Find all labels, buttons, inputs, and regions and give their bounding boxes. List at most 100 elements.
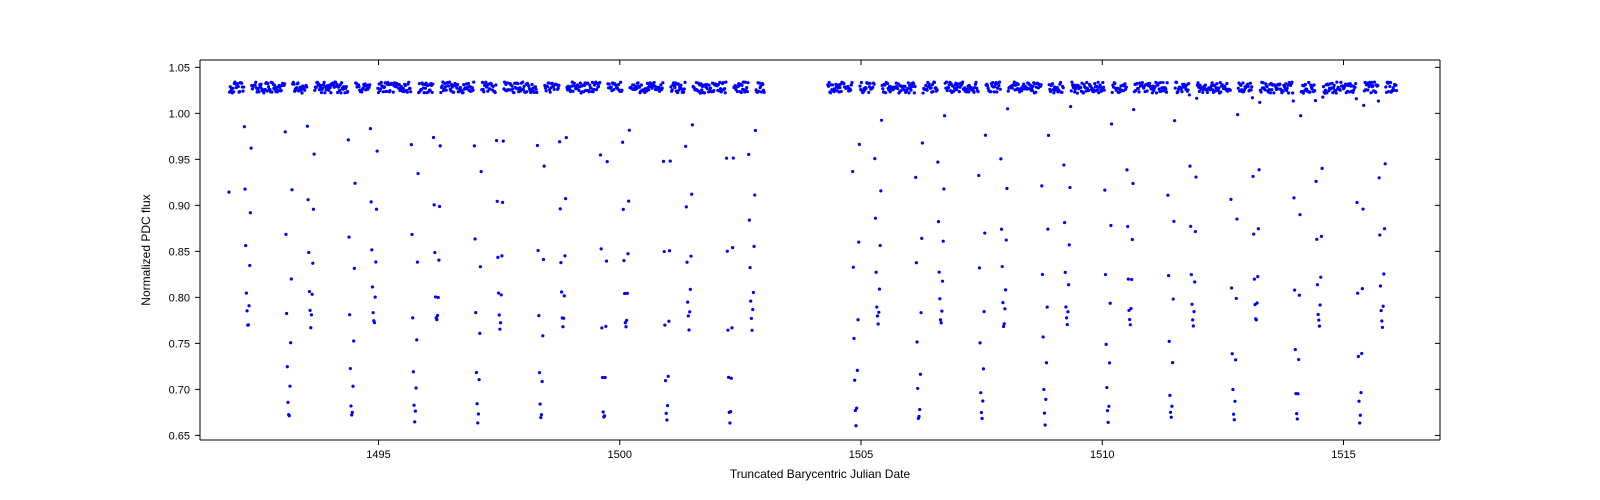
data-point xyxy=(915,261,918,264)
data-point xyxy=(608,83,611,86)
data-point xyxy=(1068,243,1071,246)
data-point xyxy=(1168,394,1171,397)
data-point xyxy=(1052,91,1055,94)
data-point xyxy=(622,208,625,211)
data-point xyxy=(1298,294,1301,297)
data-point xyxy=(1125,168,1128,171)
data-point xyxy=(376,150,379,153)
data-point xyxy=(347,138,350,141)
data-point xyxy=(284,233,287,236)
data-point xyxy=(1190,273,1193,276)
data-point xyxy=(437,259,440,262)
data-point xyxy=(1395,89,1398,92)
data-point xyxy=(850,81,853,84)
data-point xyxy=(402,87,405,90)
data-point xyxy=(938,297,941,300)
data-point xyxy=(1042,335,1045,338)
data-point xyxy=(936,88,939,91)
data-point xyxy=(1001,265,1004,268)
data-point xyxy=(525,90,528,93)
data-point xyxy=(1297,358,1300,361)
data-point xyxy=(685,205,688,208)
data-point xyxy=(1225,82,1228,85)
data-point xyxy=(370,200,373,203)
data-point xyxy=(876,314,879,317)
data-point xyxy=(606,160,609,163)
data-point xyxy=(667,375,670,378)
data-point xyxy=(1318,325,1321,328)
data-point xyxy=(706,87,709,90)
data-point xyxy=(288,385,291,388)
data-point xyxy=(1127,278,1130,281)
data-point xyxy=(1096,88,1099,91)
data-point xyxy=(855,407,858,410)
data-point xyxy=(431,82,434,85)
data-point xyxy=(409,90,412,93)
data-point xyxy=(1235,217,1238,220)
data-point xyxy=(1113,82,1116,85)
data-point xyxy=(388,89,391,92)
data-point xyxy=(512,91,515,94)
data-point xyxy=(941,280,944,283)
data-point xyxy=(370,248,373,251)
data-point xyxy=(597,85,600,88)
data-point xyxy=(1292,99,1295,102)
data-point xyxy=(753,193,756,196)
data-point xyxy=(1380,309,1383,312)
data-point xyxy=(600,326,603,329)
data-point xyxy=(1377,99,1380,102)
data-point xyxy=(540,413,543,416)
data-point xyxy=(539,402,542,405)
data-point xyxy=(329,91,332,94)
data-point xyxy=(510,84,513,87)
data-point xyxy=(1235,297,1238,300)
data-point xyxy=(750,317,753,320)
data-point xyxy=(699,91,702,94)
data-point xyxy=(537,314,540,317)
data-point xyxy=(498,313,501,316)
data-point xyxy=(936,161,939,164)
data-point xyxy=(478,378,481,381)
data-point xyxy=(563,254,566,257)
data-point xyxy=(1190,303,1193,306)
data-point xyxy=(878,287,881,290)
data-point xyxy=(926,89,929,92)
data-point xyxy=(553,88,556,91)
data-point xyxy=(414,386,417,389)
data-point xyxy=(1103,89,1106,92)
data-point xyxy=(1085,81,1088,84)
data-point xyxy=(983,231,986,234)
data-point xyxy=(1286,87,1289,90)
data-point xyxy=(1388,85,1391,88)
data-point xyxy=(920,237,923,240)
data-point xyxy=(974,81,977,84)
data-point xyxy=(913,85,916,88)
data-point xyxy=(1378,233,1381,236)
data-point xyxy=(530,83,533,86)
data-point xyxy=(1376,84,1379,87)
data-point xyxy=(1022,83,1025,86)
data-point xyxy=(1171,361,1174,364)
data-point xyxy=(543,165,546,168)
data-point xyxy=(1040,184,1043,187)
data-point xyxy=(262,91,265,94)
data-point xyxy=(266,82,269,85)
data-point xyxy=(1128,318,1131,321)
data-point xyxy=(854,424,857,427)
data-point xyxy=(323,81,326,84)
data-point xyxy=(1378,176,1381,179)
data-point xyxy=(712,89,715,92)
data-point xyxy=(1355,201,1358,204)
data-point xyxy=(416,172,419,175)
y-tick-label: 0.95 xyxy=(169,154,190,166)
data-point xyxy=(912,82,915,85)
data-point xyxy=(537,249,540,252)
data-point xyxy=(1105,386,1108,389)
data-point xyxy=(374,260,377,263)
data-point xyxy=(1082,91,1085,94)
data-point xyxy=(407,81,410,84)
data-point xyxy=(1231,352,1234,355)
data-point xyxy=(621,141,624,144)
data-point xyxy=(494,91,497,94)
data-point xyxy=(958,90,961,93)
